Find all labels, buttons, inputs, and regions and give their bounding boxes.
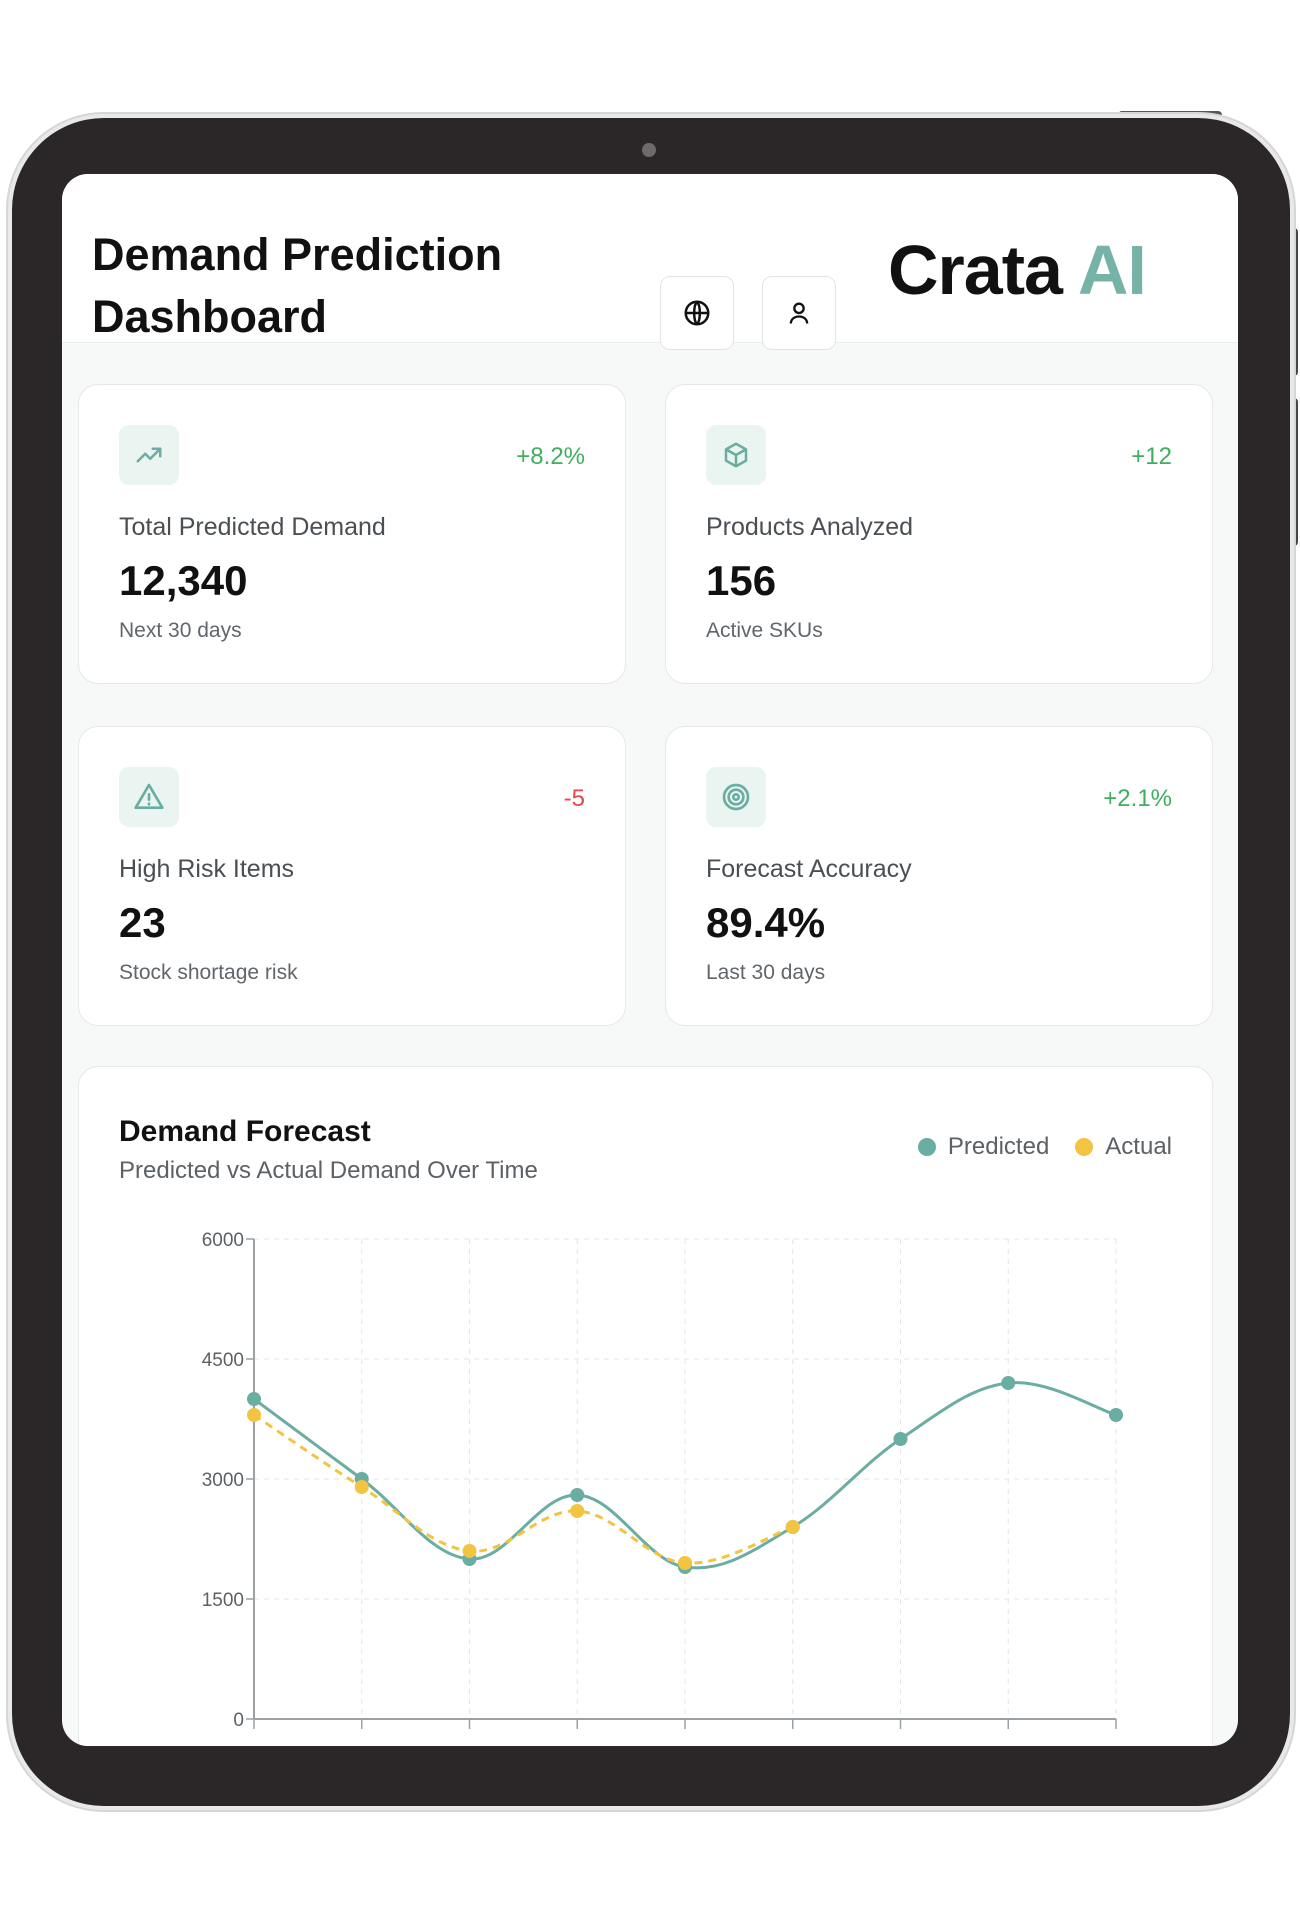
series-line-predicted [253, 1381, 1117, 1570]
series-line-actual [253, 1413, 794, 1565]
demand-forecast-chart: 0 1500 3000 4500 6000 [202, 1230, 1123, 1731]
stat-subtext: Stock shortage risk [119, 961, 298, 984]
stat-value: 156 [706, 557, 777, 604]
logo-accent: AI [1077, 231, 1147, 309]
header: Demand Prediction Dashboard Crata AI [62, 174, 1238, 350]
stat-card-forecast-accuracy: +2.1% Forecast Accuracy 89.4% Last 30 da… [665, 726, 1213, 1026]
alert-triangle-icon [119, 767, 179, 827]
stat-card-products-analyzed: +12 Products Analyzed 156 Active SKUs [665, 384, 1213, 684]
stat-subtext: Next 30 days [119, 619, 242, 642]
y-tick-label: 4500 [202, 1350, 244, 1371]
stat-label: Forecast Accuracy [706, 855, 912, 883]
data-point-predicted [1001, 1376, 1016, 1390]
chart-legend: Predicted Actual [917, 1133, 1172, 1161]
legend-swatch-actual [1075, 1138, 1094, 1156]
y-tick-label: 3000 [202, 1470, 244, 1491]
data-point-predicted [1109, 1408, 1123, 1422]
legend-item-predicted[interactable]: Predicted [917, 1133, 1050, 1161]
data-point-predicted [247, 1392, 261, 1406]
legend-swatch-predicted [917, 1138, 936, 1156]
box-icon [706, 425, 766, 485]
volume-up-button [1290, 228, 1298, 376]
globe-icon [684, 300, 710, 326]
power-button [1118, 111, 1222, 120]
y-tick-label: 6000 [202, 1230, 244, 1251]
profile-button[interactable] [762, 276, 836, 350]
stat-subtext: Last 30 days [706, 961, 826, 984]
logo-main: Crata [888, 231, 1063, 309]
chart-title: Demand Forecast [119, 1115, 371, 1148]
volume-down-button [1290, 398, 1298, 546]
stat-delta: +8.2% [516, 443, 585, 470]
stat-value: 12,340 [119, 557, 248, 604]
data-point-actual [678, 1556, 692, 1570]
page-title: Demand Prediction Dashboard [92, 229, 503, 342]
data-point-actual [354, 1480, 369, 1494]
data-point-predicted [570, 1488, 585, 1502]
legend-item-actual[interactable]: Actual [1075, 1133, 1172, 1161]
stat-delta: +2.1% [1103, 785, 1172, 812]
legend-label-actual: Actual [1105, 1133, 1172, 1160]
y-tick-label: 0 [233, 1710, 244, 1731]
y-tick-label: 1500 [202, 1590, 244, 1611]
stat-delta: +12 [1131, 443, 1172, 470]
stat-card-total-demand: +8.2% Total Predicted Demand 12,340 Next… [78, 384, 626, 684]
brand-logo: Crata AI [888, 220, 1147, 320]
stat-label: Total Predicted Demand [119, 513, 386, 541]
data-point-actual [570, 1504, 585, 1518]
camera [642, 143, 656, 157]
stat-subtext: Active SKUs [706, 619, 823, 642]
stat-card-high-risk: -5 High Risk Items 23 Stock shortage ris… [78, 726, 626, 1026]
data-point-actual [462, 1544, 477, 1558]
stat-value: 23 [119, 899, 166, 946]
chart-subtitle: Predicted vs Actual Demand Over Time [119, 1157, 538, 1184]
stat-value: 89.4% [706, 899, 826, 946]
app-screen: Demand Prediction Dashboard Crata AI +8.… [62, 174, 1238, 1746]
user-icon [789, 302, 809, 324]
data-point-actual [785, 1520, 800, 1534]
demand-forecast-card: Demand Forecast Predicted vs Actual Dema… [78, 1066, 1213, 1746]
stat-label: High Risk Items [119, 855, 295, 883]
data-point-actual [247, 1408, 261, 1422]
trending-up-icon [119, 425, 179, 485]
target-icon [706, 767, 766, 827]
language-button[interactable] [660, 276, 734, 350]
stat-delta: -5 [563, 785, 585, 812]
legend-label-predicted: Predicted [947, 1133, 1050, 1160]
data-point-predicted [893, 1432, 908, 1446]
stat-label: Products Analyzed [706, 513, 914, 541]
